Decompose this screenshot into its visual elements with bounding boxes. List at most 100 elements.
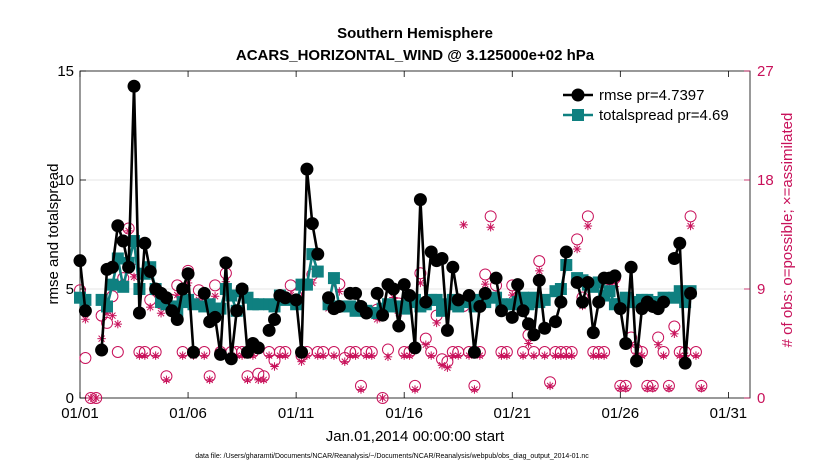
obs-assimilated-point	[297, 357, 306, 366]
totalspread-point	[111, 252, 124, 265]
chart-subtitle: ACARS_HORIZONTAL_WIND @ 3.125000e+02 hPa	[236, 47, 595, 64]
rmse-point	[376, 308, 390, 322]
obs-possible-point	[90, 392, 103, 404]
rmse-point	[554, 295, 568, 309]
totalspread-point	[311, 265, 324, 278]
rmse-point	[305, 217, 319, 231]
rmse-point	[478, 286, 492, 300]
rmse-point	[413, 193, 427, 207]
x-tick-label: 01/06	[169, 405, 207, 422]
obs-assimilated-point	[356, 385, 366, 394]
obs-assimilated-point	[529, 351, 539, 360]
data-file-footer: data file: /Users/gharamti/Documents/NCA…	[195, 453, 589, 460]
x-tick-label: 01/01	[61, 405, 99, 422]
obs-assimilated-point	[410, 385, 420, 394]
obs-assimilated-point	[135, 351, 144, 360]
rmse-point	[521, 317, 535, 331]
legend-totalspread-label: totalspread pr=4.69	[599, 107, 729, 124]
rmse-point	[548, 315, 562, 329]
obs-assimilated-point	[146, 302, 155, 312]
rmse-point	[684, 286, 698, 300]
y2-tick-label: 9	[757, 281, 765, 298]
totalspread-point	[673, 285, 686, 298]
rmse-point	[559, 245, 573, 259]
obs-assimilated-point	[378, 393, 387, 403]
obs-assimilated-point	[572, 244, 582, 254]
chart-title: Southern Hemisphere	[337, 25, 493, 42]
y2-tick-label: 0	[757, 390, 765, 407]
y-axis-label: rmse and totalspread	[45, 164, 62, 305]
obs-assimilated-point	[686, 221, 695, 231]
rmse-point	[197, 286, 211, 300]
legend-rmse-marker	[571, 88, 585, 102]
rmse-point	[262, 323, 276, 337]
rmse-point	[73, 254, 87, 268]
obs-assimilated-point	[243, 375, 252, 385]
obs-assimilated-point	[329, 351, 339, 360]
obs-assimilated-point	[459, 220, 468, 230]
rmse-point	[576, 295, 589, 309]
rmse-point	[127, 79, 141, 93]
obs-assimilated-point	[281, 351, 290, 360]
obs-assimilated-point	[383, 352, 393, 362]
obs-assimilated-point	[664, 384, 674, 393]
series-line-rmse	[78, 260, 87, 311]
rmse-point	[224, 352, 238, 366]
rmse-point	[386, 282, 400, 296]
rmse-point	[230, 304, 244, 318]
rmse-point	[78, 304, 92, 318]
obs-assimilated-point	[454, 351, 463, 360]
obs-possible-point	[111, 345, 124, 358]
rmse-point	[527, 328, 541, 342]
rmse-point	[111, 219, 125, 233]
rmse-point	[419, 295, 433, 309]
y2-axis-label: # of obs: o=possible; ×=assimilated	[779, 113, 796, 348]
rmse-point	[624, 260, 638, 274]
rmse-point	[505, 310, 519, 324]
rmse-point	[268, 313, 282, 327]
rmse-point	[138, 236, 152, 250]
obs-assimilated-point	[486, 223, 495, 232]
y-tick-label: 10	[57, 172, 74, 189]
plot-frame	[79, 70, 751, 399]
y-tick-label: 0	[66, 390, 74, 407]
obs-assimilated-point	[421, 340, 431, 349]
obs-assimilated-point	[535, 266, 544, 276]
legend: rmse pr=4.7397 totalspread pr=4.69	[560, 80, 747, 129]
rmse-point	[462, 289, 476, 303]
obs-assimilated-point	[648, 384, 657, 393]
rmse-point	[532, 273, 546, 287]
rmse-point	[489, 271, 503, 285]
obs-assimilated-point	[518, 351, 528, 360]
obs-assimilated-point	[270, 362, 279, 371]
obs-assimilated-point	[427, 351, 436, 360]
x-tick-label: 01/26	[602, 405, 640, 422]
rmse-point	[122, 260, 136, 274]
rmse-point	[435, 251, 449, 265]
series-line-rmse	[467, 292, 487, 354]
obs-assimilated-point	[178, 351, 187, 360]
rmse-point	[170, 313, 184, 327]
rmse-point	[349, 286, 363, 300]
rmse-point	[219, 256, 233, 270]
obs-assimilated-point	[151, 351, 160, 360]
x-tick-label: 01/16	[385, 405, 423, 422]
obs-assimilated-point	[670, 329, 679, 339]
totalspread-point	[117, 280, 130, 293]
obs-assimilated-point	[432, 318, 441, 328]
obs-assimilated-point	[351, 351, 360, 360]
rmse-point	[440, 323, 454, 337]
rmse-point	[494, 304, 508, 318]
rmse-point	[208, 310, 222, 324]
rmse-point	[213, 347, 227, 361]
rmse-point	[473, 299, 487, 313]
rmse-point	[570, 275, 584, 289]
rmse-point	[322, 291, 336, 305]
obs-assimilated-point	[108, 311, 117, 320]
totalspread-point	[430, 293, 443, 306]
obs-assimilated-point	[540, 351, 549, 360]
obs-assimilated-point	[140, 351, 150, 360]
rmse-point	[673, 236, 687, 250]
rmse-point	[300, 162, 314, 176]
